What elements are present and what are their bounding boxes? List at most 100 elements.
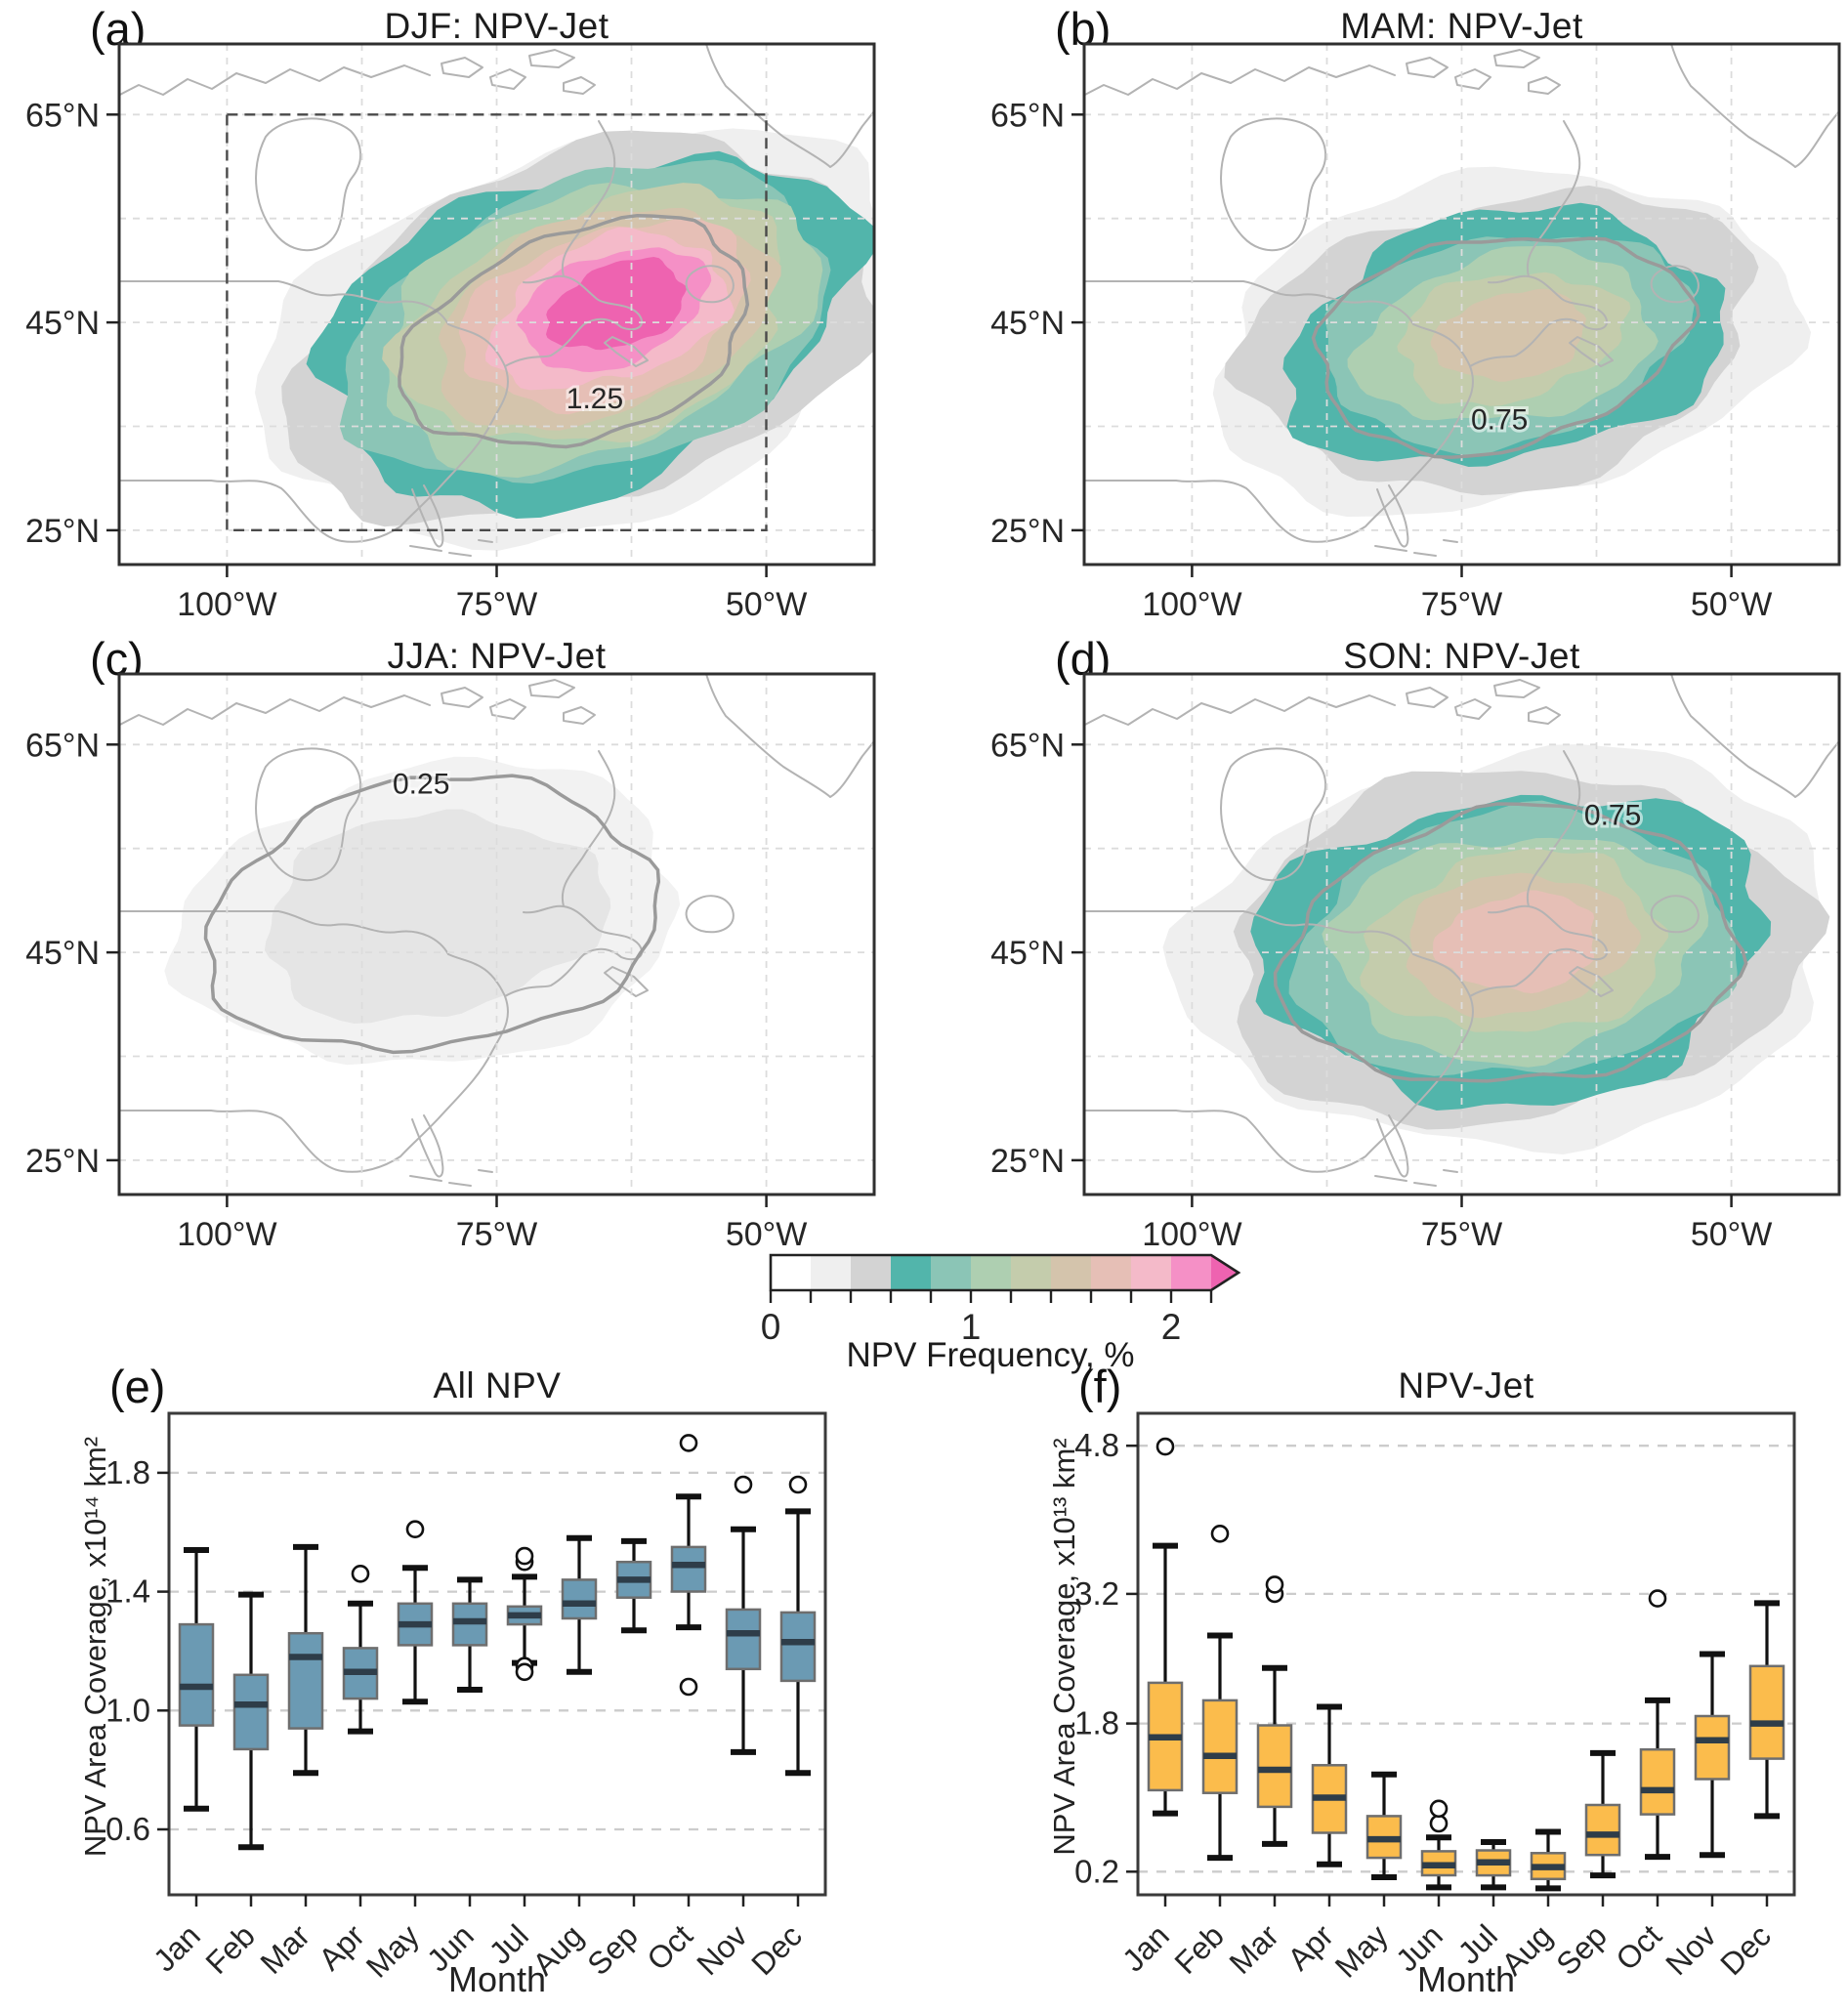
boxplot-npv-jet: 0.2 1.8 3.2 4.8 Jan Feb Mar Apr May Jun Jul Aug Sep O…: [1035, 1402, 1814, 1988]
npv-frequency-shading: [255, 128, 874, 551]
coastlines: [1084, 44, 1839, 557]
map-title-mam: MAM: NPV-Jet: [1340, 6, 1583, 46]
map-tick-labels: 65°N 45°N 25°N 100°W 75°W 50°W: [26, 727, 807, 1253]
map-svg-d: 0.75 65°N 45°N 25°N 100°W 75°W 50°W: [991, 672, 1841, 1253]
svg-text:25°N: 25°N: [991, 513, 1065, 550]
y-tick-labels: 0.2 1.8 3.2 4.8: [1074, 1427, 1119, 1889]
boxplot-all-npv: 0.6 1.0 1.4 1.8 Jan Feb Mar Apr May Jun Jul Aug Sep O…: [66, 1402, 845, 1988]
y-ticks: [157, 1471, 169, 1831]
map-panel-jja: 0.25 65°N 45°N 25°N 100°W 75°W 50°W: [26, 664, 894, 1268]
svg-text:100°W: 100°W: [177, 1216, 276, 1253]
svg-text:75°W: 75°W: [1421, 1216, 1503, 1253]
map-svg-c: 0.25 65°N 45°N 25°N 100°W 75°W 50°W: [26, 672, 876, 1253]
contour-label: 0.25: [393, 769, 449, 801]
gridlines: [169, 1471, 825, 1831]
map-ticks: [1071, 743, 1733, 1207]
boxplot-e-xlabel: Month: [447, 1959, 547, 1999]
svg-text:75°W: 75°W: [456, 1216, 538, 1253]
boxplot-title-npv-jet: NPV-Jet: [1398, 1365, 1534, 1405]
contour-label: 1.25: [567, 383, 623, 415]
svg-text:100°W: 100°W: [177, 586, 276, 623]
panel-label-f: (f): [1078, 1361, 1122, 1412]
boxplot-title-all-npv: All NPV: [433, 1365, 562, 1405]
graticule: [1084, 44, 1839, 565]
svg-text:45°N: 45°N: [26, 305, 100, 342]
map-panel-mam: 0.75 65°N 45°N 25°N 100°W 75°W 50°W: [991, 34, 1848, 638]
svg-text:100°W: 100°W: [1142, 586, 1241, 623]
svg-text:50°W: 50°W: [726, 1216, 808, 1253]
svg-text:2: 2: [1161, 1307, 1182, 1347]
contour-label: 0.75: [1584, 800, 1641, 832]
colorbar-tick-labels: 0 1 2: [761, 1307, 1182, 1347]
colorbar-title: NPV Frequency, %: [846, 1336, 1135, 1374]
colorbar-segments: [771, 1255, 1239, 1290]
frequency-contour: [1273, 802, 1748, 1083]
y-tick-labels: 0.6 1.0 1.4 1.8: [105, 1454, 150, 1847]
map-tick-labels: 65°N 45°N 25°N 100°W 75°W 50°W: [26, 97, 807, 623]
npv-frequency-shading: [1162, 744, 1830, 1154]
region-box: [226, 113, 768, 532]
axes-border: [167, 1411, 827, 1897]
map-tick-labels: 65°N 45°N 25°N 100°W 75°W 50°W: [991, 97, 1772, 623]
boxes: [1147, 1437, 1785, 1892]
svg-text:45°N: 45°N: [991, 305, 1065, 342]
svg-text:50°W: 50°W: [1691, 1216, 1773, 1253]
npv-frequency-shading: [1212, 166, 1812, 518]
map-ticks: [106, 743, 768, 1207]
svg-text:0.6: 0.6: [105, 1811, 150, 1847]
frequency-contour: [1311, 236, 1701, 460]
frequency-contour: [203, 774, 661, 1055]
colorbar-arrow: [1211, 1255, 1239, 1290]
svg-text:50°W: 50°W: [1691, 586, 1773, 623]
svg-text:25°N: 25°N: [991, 1143, 1065, 1180]
svg-text:0: 0: [761, 1307, 781, 1347]
coastlines: [119, 674, 874, 1187]
coastlines: [1084, 674, 1839, 1187]
svg-text:1.0: 1.0: [105, 1692, 150, 1728]
svg-text:45°N: 45°N: [26, 935, 100, 972]
x-ticks: [1163, 1895, 1769, 1907]
svg-text:65°N: 65°N: [26, 97, 100, 134]
svg-text:1.8: 1.8: [105, 1454, 150, 1490]
svg-text:65°N: 65°N: [991, 97, 1065, 134]
svg-text:65°N: 65°N: [26, 727, 100, 764]
svg-text:0.2: 0.2: [1074, 1853, 1119, 1889]
map-tick-labels: 65°N 45°N 25°N 100°W 75°W 50°W: [991, 727, 1772, 1253]
x-ticks: [194, 1895, 800, 1907]
map-title-djf: DJF: NPV-Jet: [384, 6, 609, 46]
colorbar-ticks: [769, 1290, 1213, 1303]
svg-text:50°W: 50°W: [726, 586, 808, 623]
map-ticks: [106, 113, 768, 577]
svg-text:65°N: 65°N: [991, 727, 1065, 764]
coastlines: [119, 44, 874, 557]
boxes: [178, 1434, 817, 1851]
npv-frequency-shading: [164, 756, 681, 1066]
map-svg-a: 1.25 65°N 45°N 25°N 100°W 75°W 50°W: [26, 42, 876, 623]
map-panel-son: 0.75 65°N 45°N 25°N 100°W 75°W 50°W: [991, 664, 1848, 1268]
colorbar: 0 1 2: [742, 1248, 1270, 1350]
map-title-son: SON: NPV-Jet: [1343, 636, 1580, 676]
graticule: [119, 674, 874, 1195]
panel-label-e: (e): [109, 1361, 166, 1412]
colorbar-svg: 0 1 2: [761, 1253, 1241, 1347]
svg-text:4.8: 4.8: [1074, 1427, 1119, 1463]
map-title-jja: JJA: NPV-Jet: [387, 636, 607, 676]
svg-text:75°W: 75°W: [1421, 586, 1503, 623]
map-panel-djf: 1.25 65°N 45°N 25°N 100°W 75°W 50°W: [26, 34, 894, 638]
map-ticks: [1071, 113, 1733, 577]
map-svg-b: 0.75 65°N 45°N 25°N 100°W 75°W 50°W: [991, 42, 1841, 623]
svg-text:3.2: 3.2: [1074, 1575, 1119, 1612]
gridlines: [1138, 1445, 1794, 1873]
svg-text:25°N: 25°N: [26, 1143, 100, 1180]
frequency-contour: [398, 213, 750, 449]
svg-text:1.8: 1.8: [1074, 1705, 1119, 1741]
contour-label: 0.75: [1471, 403, 1528, 436]
svg-text:25°N: 25°N: [26, 513, 100, 550]
svg-text:1: 1: [961, 1307, 982, 1347]
svg-text:45°N: 45°N: [991, 935, 1065, 972]
svg-text:75°W: 75°W: [456, 586, 538, 623]
boxplot-f-xlabel: Month: [1416, 1959, 1516, 1999]
